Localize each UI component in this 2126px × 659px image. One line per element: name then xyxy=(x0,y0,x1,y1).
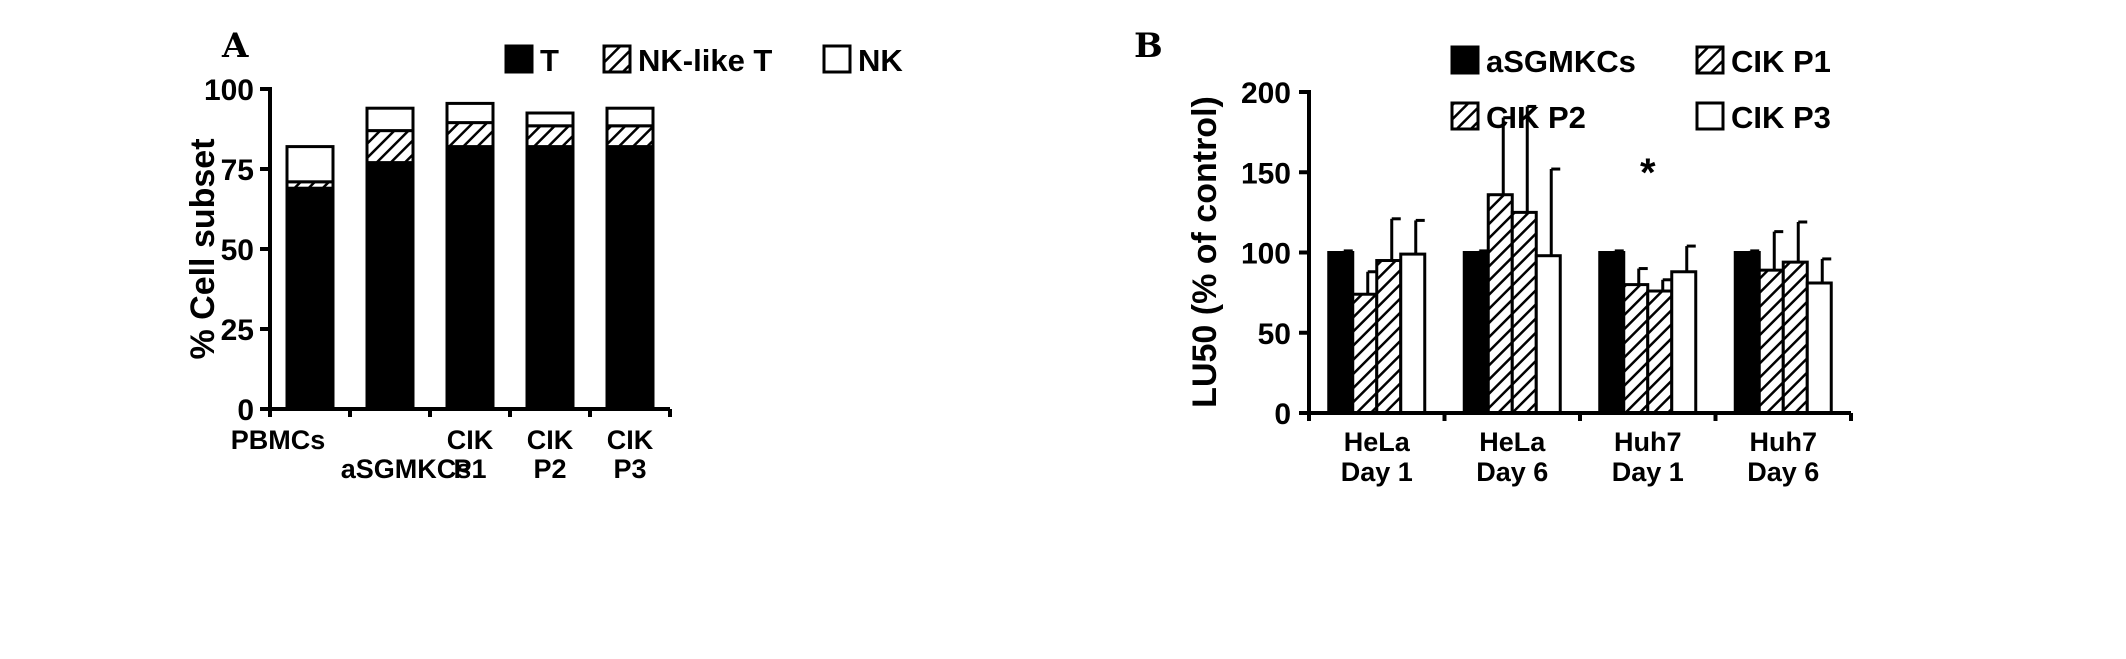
chart-b-y-tick-label: 150 xyxy=(1241,157,1291,190)
bar xyxy=(1399,252,1427,415)
chart-a-category-label: CIK xyxy=(527,425,574,455)
legend-label: NK-like T xyxy=(638,43,772,78)
bar xyxy=(1757,268,1785,415)
chart-a-y-tick-label: 25 xyxy=(221,314,254,347)
legend-swatch xyxy=(1695,45,1725,75)
legend-swatch xyxy=(822,44,852,74)
chart-a: T NK-like T NK 0255075100PBMCsaSGMKCsCIKP1… xyxy=(184,43,903,484)
panel-a-letter: A xyxy=(221,26,249,66)
chart-b-category-label: Huh7 xyxy=(1750,427,1818,457)
bar xyxy=(1510,210,1538,415)
chart-a-y-axis-label: % Cell subset xyxy=(184,138,222,359)
significance-asterisk: * xyxy=(1640,151,1656,195)
chart-b-category-label: HeLa xyxy=(1344,427,1411,457)
bar xyxy=(1486,193,1514,415)
bar-segment xyxy=(605,106,655,128)
bar-segment xyxy=(445,101,495,125)
chart-b-y-tick-label: 50 xyxy=(1258,318,1291,351)
chart-b-y-tick-label: 100 xyxy=(1241,238,1291,271)
bar-segment xyxy=(605,145,655,411)
legend-label: aSGMKCs xyxy=(1486,44,1636,79)
chart-a-y-tick-label: 50 xyxy=(221,234,254,267)
legend-swatch xyxy=(504,44,534,74)
bar xyxy=(1327,251,1355,415)
bar-segment xyxy=(365,106,415,133)
bar xyxy=(1534,254,1562,415)
chart-b-category-label: Huh7 xyxy=(1614,427,1682,457)
chart-b-y-axis-label: LU50 (% of control) xyxy=(1186,96,1224,408)
bar xyxy=(1598,251,1626,415)
bar xyxy=(1622,283,1650,415)
bar xyxy=(1805,281,1833,415)
legend-label: CIK P3 xyxy=(1731,100,1831,135)
bar-segment xyxy=(525,145,575,411)
bar xyxy=(1375,259,1403,415)
chart-b-y-tick-label: 200 xyxy=(1241,77,1291,110)
chart-a-legend: T NK-like T NK xyxy=(504,43,903,78)
chart-b-category-label: Day 6 xyxy=(1476,457,1548,487)
bar-segment xyxy=(285,186,335,411)
bar-segment xyxy=(445,145,495,411)
bar xyxy=(1462,251,1490,415)
bar xyxy=(1646,289,1674,415)
bar-segment xyxy=(525,111,575,128)
chart-a-category-label: CIK xyxy=(607,425,654,455)
legend-swatch xyxy=(1450,45,1480,75)
legend-swatch xyxy=(1450,101,1480,131)
legend-label: T xyxy=(540,43,559,78)
bar-segment xyxy=(365,161,415,411)
chart-a-y-tick-label: 75 xyxy=(221,154,254,187)
chart-b-category-label: Day 1 xyxy=(1612,457,1684,487)
bar-segment xyxy=(285,145,335,184)
chart-a-category-label: P2 xyxy=(533,454,566,484)
chart-b-y-tick-label: 0 xyxy=(1274,398,1291,431)
bar xyxy=(1670,270,1698,415)
bar xyxy=(1351,292,1379,415)
legend-label: NK xyxy=(858,43,903,78)
bar-segment xyxy=(445,121,495,149)
bar-segment xyxy=(605,124,655,149)
chart-a-category-label: aSGMKCs xyxy=(341,454,472,484)
legend-swatch xyxy=(602,44,632,74)
chart-a-y-tick-label: 100 xyxy=(204,74,254,107)
chart-a-category-label: CIK xyxy=(447,425,494,455)
chart-a-category-label: P3 xyxy=(613,454,646,484)
bar-segment xyxy=(365,129,415,165)
chart-a-bars xyxy=(285,101,655,411)
legend-label: CIK P1 xyxy=(1731,44,1831,79)
chart-b-category-label: Day 6 xyxy=(1747,457,1819,487)
legend-swatch xyxy=(1695,101,1725,131)
bar xyxy=(1781,260,1809,415)
chart-a-category-label: PBMCs xyxy=(231,425,326,455)
bar xyxy=(1733,251,1761,415)
chart-b-category-label: HeLa xyxy=(1479,427,1546,457)
panel-b-letter: B xyxy=(1134,26,1163,66)
chart-a-category-label: P1 xyxy=(453,454,486,484)
bar-segment xyxy=(525,124,575,149)
chart-a-y-tick-label: 0 xyxy=(237,394,254,427)
chart-b-bars xyxy=(1327,104,1833,415)
chart-b-category-label: Day 1 xyxy=(1341,457,1413,487)
